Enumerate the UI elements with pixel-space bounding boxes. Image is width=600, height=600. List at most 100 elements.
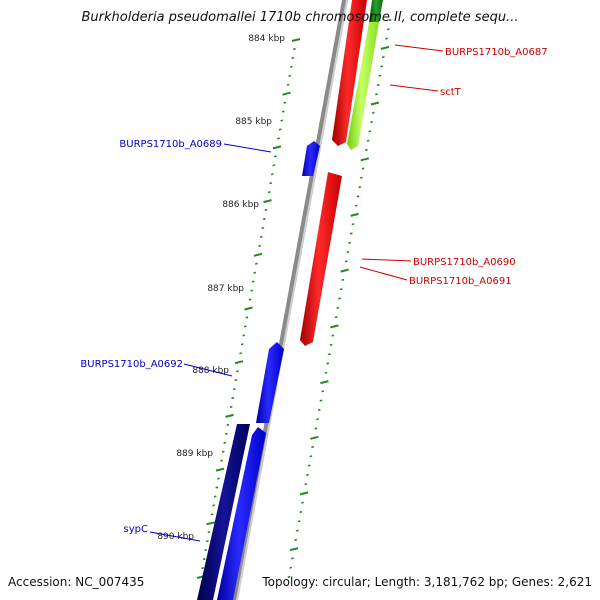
gene-arrow-burps1710b-a0692[interactable] (256, 342, 284, 423)
minor-tick (226, 423, 230, 426)
minor-tick (368, 130, 372, 133)
minor-tick (204, 549, 208, 552)
minor-tick (242, 334, 246, 337)
gene-label-sctt[interactable]: sctT (440, 87, 462, 98)
minor-tick (304, 483, 308, 486)
gene-label-burps1710b-a0689[interactable]: BURPS1710b_A0689 (119, 139, 222, 150)
minor-tick (269, 182, 273, 185)
minor-tick (234, 379, 238, 382)
accession-text: Accession: NC_007435 (8, 575, 145, 589)
minor-tick (385, 37, 388, 40)
minor-tick (258, 244, 261, 247)
minor-tick (217, 477, 220, 480)
minor-tick (202, 558, 206, 561)
major-tick (289, 547, 299, 552)
gene-arrow-burps1710b-a0689[interactable] (302, 141, 320, 176)
minor-tick (366, 139, 370, 142)
minor-tick (378, 74, 382, 77)
minor-tick (205, 540, 209, 543)
minor-tick (280, 119, 284, 122)
minor-tick (326, 362, 330, 365)
minor-tick (288, 74, 292, 77)
minor-tick (338, 297, 341, 300)
minor-tick (229, 405, 233, 409)
minor-tick (264, 208, 268, 212)
major-tick (310, 435, 319, 440)
minor-tick (251, 280, 255, 283)
gene-arrow-dark-green[interactable] (369, 0, 383, 22)
minor-tick (317, 408, 321, 411)
minor-tick (289, 65, 293, 68)
minor-tick (354, 204, 358, 207)
major-tick (253, 252, 263, 257)
minor-tick (370, 121, 373, 124)
gene-label-burps1710b-a0692[interactable]: BURPS1710b_A0692 (80, 359, 183, 370)
minor-tick (361, 167, 365, 170)
callout-line-burps1710b-a0692 (183, 363, 233, 377)
major-tick (272, 145, 282, 150)
minor-tick (240, 343, 244, 346)
minor-tick (376, 83, 380, 87)
minor-tick (248, 298, 252, 301)
minor-tick (316, 418, 319, 421)
minor-tick (224, 432, 228, 435)
minor-tick (358, 186, 362, 189)
gene-label-burps1710b-a0687[interactable]: BURPS1710b_A0687 (445, 47, 548, 58)
major-tick (282, 91, 291, 96)
minor-tick (245, 316, 249, 319)
gene-arrow-blue-lower[interactable] (217, 427, 266, 600)
minor-tick (274, 155, 277, 158)
minor-tick (283, 101, 287, 104)
major-tick (206, 521, 215, 526)
minor-tick (360, 176, 363, 179)
gene-label-sypc[interactable]: sypC (124, 524, 148, 535)
minor-tick (328, 353, 331, 356)
minor-tick (207, 531, 211, 534)
minor-tick (296, 529, 299, 532)
minor-tick (236, 370, 239, 373)
minor-tick (351, 223, 355, 226)
minor-tick (321, 390, 325, 393)
callout-line-sypc (149, 531, 201, 542)
gene-arrow-burps1710b-a0690[interactable] (300, 172, 342, 346)
minor-tick (329, 343, 333, 346)
gene-arrow-burps1710b-a0687[interactable] (332, 0, 367, 146)
gene-label-burps1710b-a0690[interactable]: BURPS1710b_A0690 (413, 257, 516, 268)
minor-tick (348, 241, 351, 244)
minor-tick (253, 271, 257, 274)
minor-tick (341, 278, 345, 281)
callout-line-sctt (389, 84, 439, 92)
minor-tick (277, 137, 281, 140)
minor-tick (293, 47, 296, 51)
minor-tick (309, 455, 313, 458)
major-tick (330, 324, 339, 329)
major-tick (291, 38, 301, 42)
minor-tick (371, 111, 375, 114)
minor-tick (250, 289, 254, 292)
minor-tick (319, 399, 323, 402)
minor-tick (314, 427, 318, 430)
minor-tick (299, 510, 303, 514)
minor-tick (243, 325, 247, 328)
minor-tick (356, 195, 360, 198)
minor-tick (388, 18, 392, 22)
minor-tick (306, 473, 309, 476)
minor-tick (254, 262, 258, 265)
gene-arrow-sypc[interactable] (197, 424, 250, 600)
minor-tick (262, 217, 266, 221)
gene-arrow-sctt[interactable] (347, 22, 379, 150)
minor-tick (289, 566, 293, 569)
major-tick (225, 413, 234, 418)
major-tick (370, 101, 380, 106)
major-tick (380, 45, 390, 50)
minor-tick (344, 260, 348, 263)
minor-tick (272, 164, 276, 167)
gene-label-burps1710b-a0691[interactable]: BURPS1710b_A0691 (409, 276, 512, 287)
minor-tick (380, 65, 383, 68)
minor-tick (259, 235, 263, 238)
callout-line-burps1710b-a0689 (223, 143, 272, 153)
minor-tick (212, 504, 216, 507)
minor-tick (334, 316, 338, 319)
minor-tick (232, 388, 236, 391)
